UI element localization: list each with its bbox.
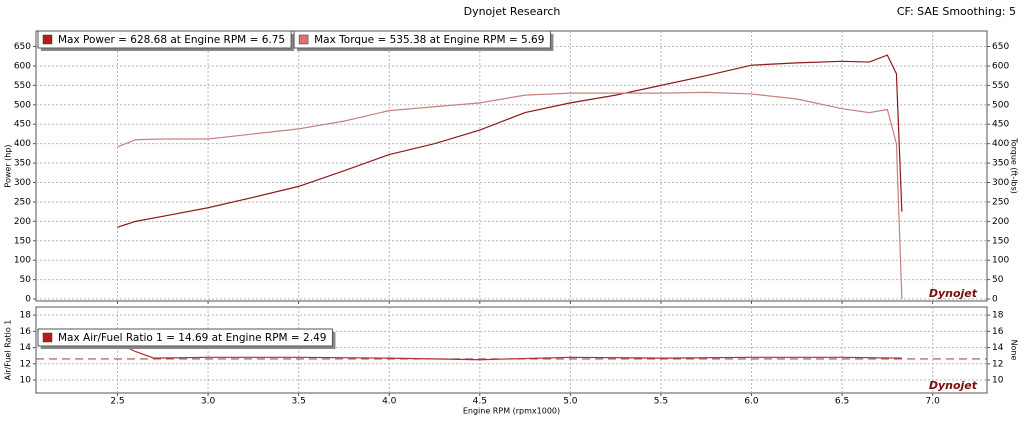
- x-tick-label: 5.5: [654, 397, 668, 407]
- x-tick-label: 6.5: [835, 397, 849, 407]
- x-tick-label: 3.0: [201, 397, 216, 407]
- x-tick-label: 7.0: [925, 397, 940, 407]
- y2-tick-label: 450: [992, 120, 1009, 130]
- plot-area: [35, 306, 988, 394]
- y-tick-label: 250: [14, 197, 31, 207]
- series-line: [115, 341, 902, 361]
- y2-axis-label: Torque (ft-lbs): [1010, 137, 1019, 194]
- x-tick-label: 4.0: [382, 397, 397, 407]
- y-axis-label: Power (hp): [4, 144, 13, 187]
- y-tick-label: 400: [14, 139, 31, 149]
- y-tick-label: 16: [20, 327, 32, 337]
- y2-tick-label: 10: [992, 376, 1004, 386]
- logo: Dynojet: [929, 287, 978, 300]
- y2-tick-label: 18: [992, 311, 1004, 321]
- y-tick-label: 550: [14, 81, 31, 91]
- y-tick-label: 500: [14, 100, 31, 110]
- legend-box: [37, 30, 292, 49]
- legend-box: [293, 30, 551, 49]
- y-tick-label: 350: [14, 159, 31, 169]
- y-tick-label: 450: [14, 120, 31, 130]
- x-tick-label: 6.0: [744, 397, 759, 407]
- series-line: [117, 91, 903, 300]
- y2-tick-label: 12: [992, 359, 1003, 369]
- header-settings: CF: SAE Smoothing: 5: [897, 5, 1016, 18]
- y-tick-label: 650: [14, 42, 31, 52]
- legend-entry: Max Torque = 535.38 at Engine RPM = 5.69: [293, 30, 554, 51]
- y-tick-label: 18: [20, 311, 32, 321]
- y2-tick-label: 16: [992, 327, 1004, 337]
- y-tick-label: 300: [14, 178, 31, 188]
- legend-label: Max Torque = 535.38 at Engine RPM = 5.69: [314, 34, 544, 46]
- header-title: Dynojet Research: [464, 5, 561, 18]
- y2-tick-label: 600: [992, 61, 1009, 71]
- y-tick-label: 150: [14, 236, 31, 246]
- y2-tick-label: 150: [992, 236, 1009, 246]
- y2-tick-label: 350: [992, 159, 1009, 169]
- y2-tick-label: 400: [992, 139, 1009, 149]
- legend-entry: Max Power = 628.68 at Engine RPM = 6.75: [37, 30, 295, 51]
- y-tick-label: 100: [14, 256, 31, 266]
- y2-tick-label: 650: [992, 42, 1009, 52]
- legend-label: Max Air/Fuel Ratio 1 = 14.69 at Engine R…: [58, 332, 326, 344]
- y-tick-label: 200: [14, 217, 31, 227]
- y2-axis-label: None: [1010, 340, 1019, 361]
- x-tick-label: 2.5: [110, 397, 124, 407]
- y2-tick-label: 500: [992, 100, 1009, 110]
- legend-label: Max Power = 628.68 at Engine RPM = 6.75: [58, 34, 285, 46]
- legend-box: [37, 328, 333, 347]
- y2-tick-label: 200: [992, 217, 1009, 227]
- y-tick-label: 12: [20, 359, 31, 369]
- logo: Dynojet: [929, 379, 978, 392]
- y2-tick-label: 14: [992, 343, 1004, 353]
- y-tick-label: 600: [14, 61, 31, 71]
- y2-tick-label: 0: [992, 295, 998, 305]
- y-tick-label: 50: [20, 275, 32, 285]
- y2-tick-label: 550: [992, 81, 1009, 91]
- legend-swatch: [42, 34, 53, 45]
- x-axis-label: Engine RPM (rpmx1000): [463, 407, 560, 416]
- legend-swatch: [298, 34, 309, 45]
- x-tick-label: 5.0: [563, 397, 578, 407]
- plot-area: [35, 30, 988, 302]
- y2-tick-label: 50: [992, 275, 1004, 285]
- legend-entry: Max Air/Fuel Ratio 1 = 14.69 at Engine R…: [37, 328, 336, 349]
- legend-swatch: [42, 332, 53, 343]
- y2-tick-label: 100: [992, 256, 1009, 266]
- y-axis-label: Air/Fuel Ratio 1: [4, 320, 13, 381]
- x-tick-label: 3.5: [291, 397, 305, 407]
- y2-tick-label: 250: [992, 197, 1009, 207]
- series-line: [117, 54, 903, 228]
- y2-tick-label: 300: [992, 178, 1009, 188]
- y-tick-label: 0: [25, 295, 31, 305]
- y-tick-label: 14: [20, 343, 32, 353]
- x-tick-label: 4.5: [473, 397, 487, 407]
- y-tick-label: 10: [20, 376, 32, 386]
